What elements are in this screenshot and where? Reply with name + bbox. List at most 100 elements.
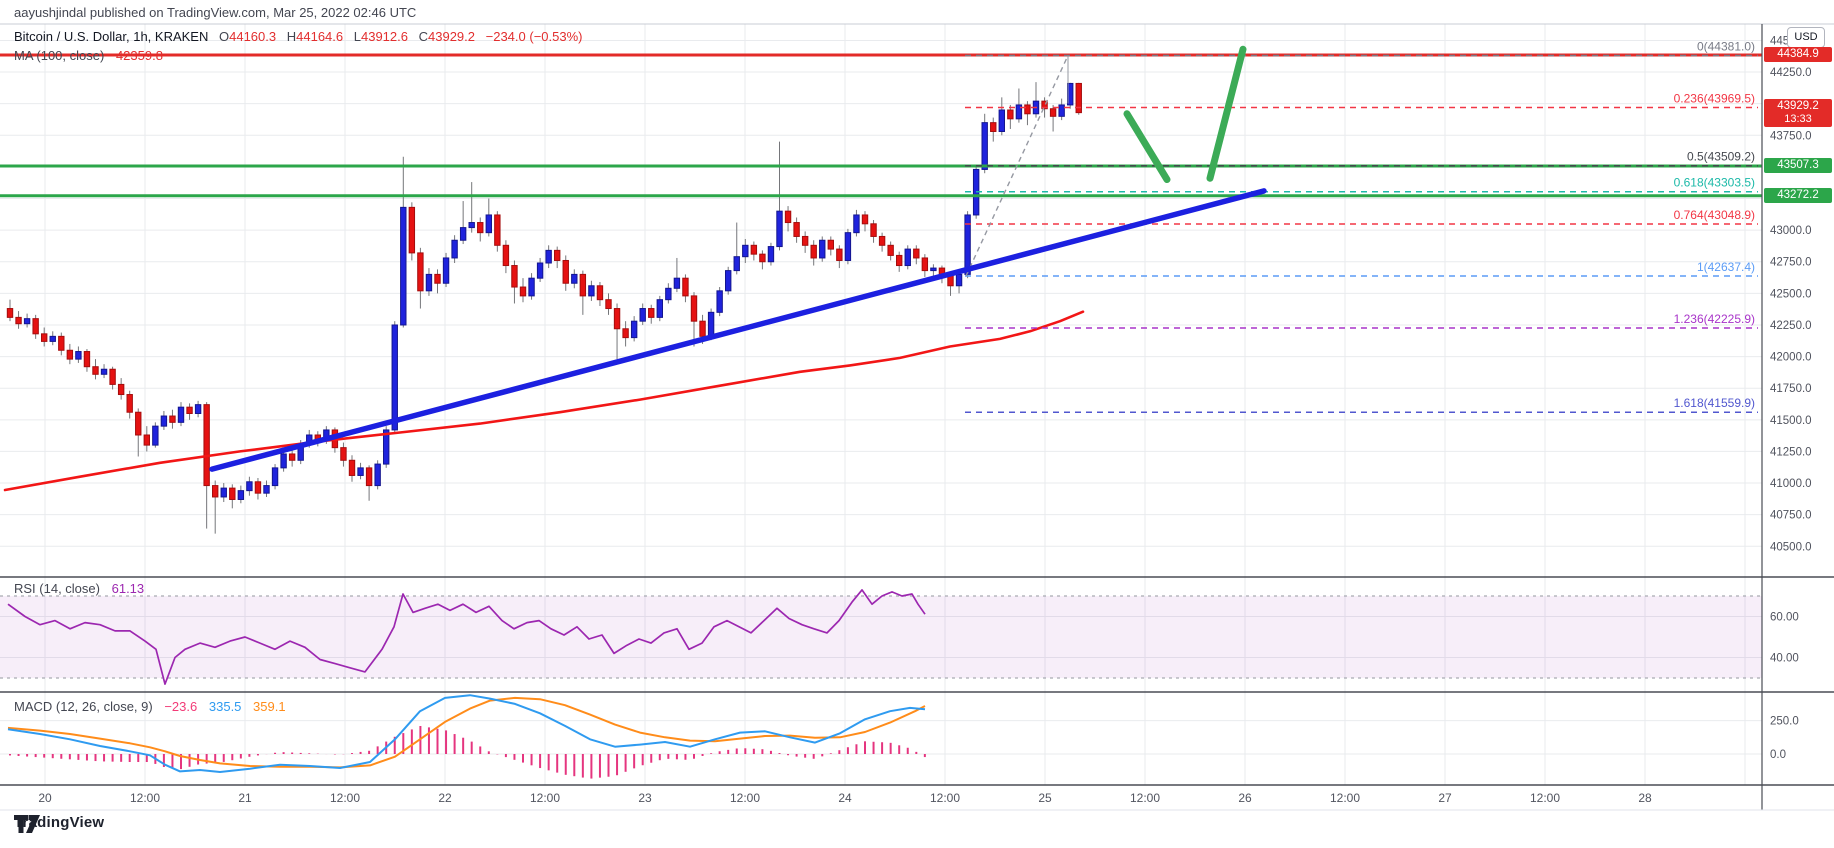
- candle-body: [528, 277, 535, 297]
- candle-body: [605, 299, 612, 310]
- ohlc-high-label: H: [286, 29, 297, 44]
- candle-body: [408, 206, 416, 254]
- macd-tick-label: 250.0: [1770, 716, 1799, 728]
- currency-toggle-button[interactable]: USD: [1787, 27, 1825, 48]
- macd-hist-value: −23.6: [164, 699, 198, 714]
- rsi-tick-label: 60.00: [1770, 612, 1799, 624]
- rsi-value: 61.13: [111, 581, 145, 596]
- candle-body: [212, 485, 219, 498]
- ma-label[interactable]: MA (100, close): [14, 48, 105, 63]
- candle-body: [220, 487, 227, 498]
- candle-body: [169, 415, 176, 423]
- candle-body: [459, 227, 467, 241]
- rsi-line: [7, 589, 926, 685]
- horizontal-lines: [0, 53, 1762, 198]
- ohlc-open-value: 44160.3: [229, 29, 277, 44]
- candle-body: [6, 308, 14, 318]
- rsi-label[interactable]: RSI (14, close): [14, 581, 100, 596]
- candle-body: [819, 239, 826, 259]
- time-tick-label: 26: [1238, 791, 1252, 805]
- price-axis[interactable]: 44500.044250.044000.043750.043500.043250…: [1770, 35, 1812, 761]
- ma-legend-row[interactable]: MA (100, close) 42359.8: [14, 46, 582, 65]
- candle-body: [1041, 100, 1048, 110]
- candle-body: [271, 467, 279, 487]
- candle-body: [246, 481, 253, 492]
- candle-body: [75, 351, 82, 360]
- price-tick-label: 41500.0: [1770, 415, 1812, 427]
- candle-body: [451, 239, 458, 259]
- candle-body: [280, 453, 287, 469]
- ohlc-close-value: 43929.2: [428, 29, 475, 44]
- candle-body: [801, 235, 809, 246]
- footer-branding[interactable]: TradingView: [14, 814, 104, 833]
- symbol-title[interactable]: Bitcoin / U.S. Dollar, 1h, KRAKEN: [14, 29, 209, 44]
- candle-body: [177, 406, 185, 423]
- price-tick-label: 41750.0: [1770, 383, 1812, 395]
- candle-body: [955, 273, 963, 287]
- candle-body: [186, 406, 193, 414]
- fib-level-label: 1(42637.4): [1697, 260, 1755, 274]
- macd-signal-value: 359.1: [253, 699, 286, 714]
- price-badge: 43272.2: [1764, 188, 1832, 204]
- ohlc-close-label: C: [418, 29, 428, 44]
- price-tick-label: 43000.0: [1770, 225, 1812, 237]
- fib-level-label: 0(44381.0): [1697, 39, 1755, 53]
- candle-body: [442, 257, 450, 284]
- macd-label[interactable]: MACD (12, 26, close, 9): [14, 699, 153, 714]
- time-axis[interactable]: 20 12:00 21 12:00 22 12:00 23 12:00 24 12:00 25 12:…: [38, 791, 1652, 805]
- candle-body: [759, 253, 766, 263]
- candle-body: [784, 210, 792, 224]
- macd-legend-row[interactable]: MACD (12, 26, close, 9) −23.6 335.5 359.…: [14, 699, 286, 714]
- fib-level-label: 0.236(43969.5): [1674, 92, 1755, 106]
- candle-body: [143, 434, 151, 446]
- candle-body: [519, 286, 527, 297]
- time-tick-label: 12:00: [130, 791, 160, 805]
- candle-body: [365, 467, 373, 487]
- pane-separators[interactable]: [0, 23, 1834, 811]
- price-tick-label: 42000.0: [1770, 352, 1812, 364]
- price-tick-label: 44250.0: [1770, 67, 1812, 79]
- candle-body: [554, 249, 561, 261]
- macd-line-value: 335.5: [208, 699, 242, 714]
- macd-tick-label: 0.0: [1770, 749, 1786, 761]
- candle-body: [921, 257, 929, 272]
- candle-body: [126, 394, 133, 413]
- candle-body: [844, 232, 852, 261]
- candle-body: [579, 273, 587, 297]
- candle-body: [32, 318, 39, 335]
- green-arrow-annotations: [1123, 45, 1247, 184]
- candle-body: [194, 404, 202, 414]
- candle-body: [49, 335, 56, 342]
- attribution-text: aayushjindal published on TradingView.co…: [14, 5, 417, 20]
- tradingview-logo-icon: [14, 815, 40, 833]
- candle-body: [1075, 82, 1082, 114]
- candle-body: [725, 270, 732, 292]
- fib-retracement: 0(44381.0) 0.236(43969.5) 0.5(43509.2) 0.61…: [965, 39, 1758, 413]
- price-tick-label: 41250.0: [1770, 446, 1812, 458]
- candle-body: [263, 485, 270, 494]
- candle-body: [750, 244, 758, 255]
- candle-body: [990, 122, 997, 132]
- symbol-legend-row[interactable]: Bitcoin / U.S. Dollar, 1h, KRAKEN O44160…: [14, 27, 582, 46]
- candle-body: [998, 109, 1005, 132]
- candle-body: [58, 335, 65, 351]
- ohlc-open-label: O: [218, 29, 230, 44]
- candle-body: [511, 265, 518, 288]
- candle-body: [485, 214, 493, 234]
- candle-body: [400, 206, 407, 326]
- candle-body: [887, 244, 894, 256]
- rsi-legend-row[interactable]: RSI (14, close) 61.13: [14, 581, 144, 596]
- ohlc-high-value: 44164.6: [296, 29, 344, 44]
- candle-body: [109, 368, 116, 385]
- candle-body: [861, 214, 869, 225]
- time-tick-label: 27: [1438, 791, 1452, 805]
- candle-body: [930, 267, 937, 272]
- macd-line: [7, 694, 926, 773]
- time-tick-label: 12:00: [730, 791, 760, 805]
- time-tick-label: 20: [38, 791, 52, 805]
- candle-body: [1024, 104, 1031, 115]
- candle-body: [648, 308, 655, 318]
- time-tick-label: 24: [838, 791, 852, 805]
- candle-body: [117, 383, 125, 396]
